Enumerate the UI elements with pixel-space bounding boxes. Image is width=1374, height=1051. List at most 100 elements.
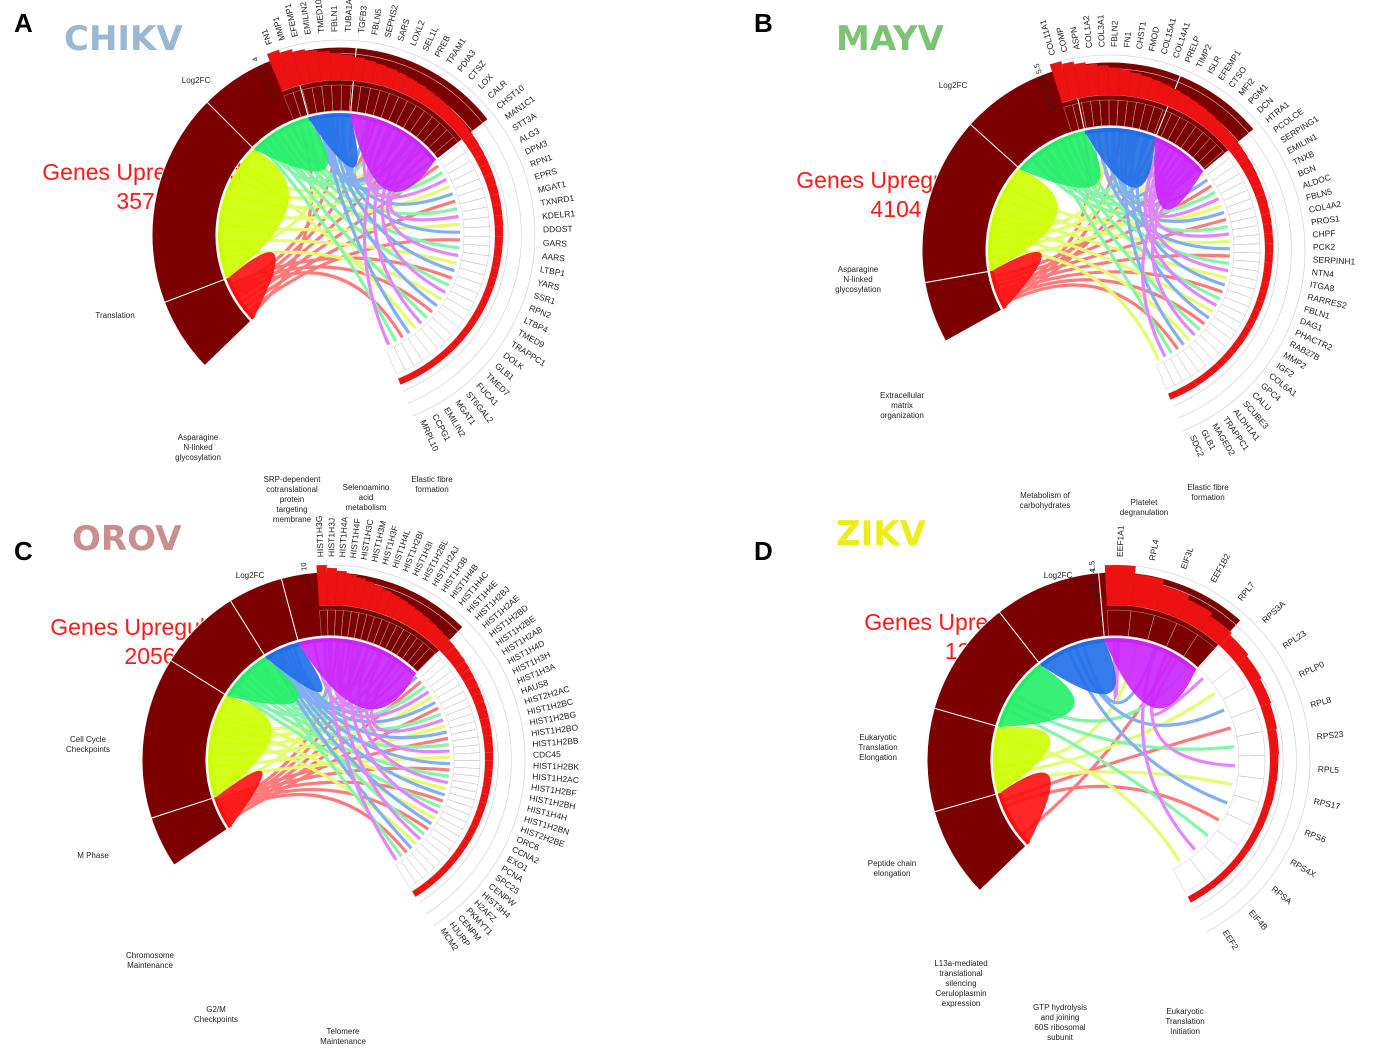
log2fc-bar	[305, 49, 322, 83]
log2fc-bar	[1187, 883, 1213, 903]
log2fc-bar	[463, 831, 474, 843]
pathway-segment	[924, 270, 1003, 342]
gene-segment	[445, 705, 473, 722]
log2fc-bar	[474, 809, 484, 820]
log2fc-bar	[484, 768, 493, 778]
log2fc-bar	[1168, 389, 1180, 400]
gene-segment	[1189, 845, 1224, 880]
log2fc-bar	[1074, 62, 1090, 98]
log2fc-bar	[317, 51, 332, 82]
log2fc-bar	[1267, 728, 1279, 756]
log2fc-tick: 1.3	[1089, 577, 1099, 588]
gene-label: RPS4X	[1289, 857, 1318, 880]
log2fc-bar	[316, 565, 328, 606]
log2fc-bar	[1252, 184, 1265, 197]
gene-segment	[1216, 813, 1251, 846]
gene-segment	[451, 169, 480, 189]
log2fc-bar	[464, 676, 478, 690]
gene-label: PCK2	[1313, 242, 1336, 252]
gene-segment	[1199, 329, 1226, 354]
log2fc-bar	[454, 845, 465, 857]
log2fc-bar	[1137, 75, 1152, 100]
gene-label: LTBP1	[539, 264, 566, 278]
gene-segment	[439, 811, 467, 830]
gene-label: NTN4	[1311, 267, 1334, 279]
pathway-label: Elastic fibre formation	[411, 475, 453, 494]
gene-segment	[462, 216, 490, 229]
log2fc-bar	[1248, 174, 1262, 189]
pathway-ribbon	[308, 114, 358, 168]
log2fc-bar	[1222, 349, 1235, 362]
log2fc-bar	[361, 59, 377, 84]
log2fc-bar	[1182, 98, 1200, 118]
pathway-ribbon-end	[993, 726, 1002, 794]
log2fc-track	[1104, 564, 1311, 933]
log2fc-bar	[481, 726, 492, 737]
log2fc-bar	[443, 859, 455, 870]
log2fc-bar	[484, 752, 494, 761]
panel-label: C	[14, 536, 33, 566]
gene-segment	[1188, 340, 1213, 366]
gene-label: SERPINH1	[1313, 254, 1356, 266]
gene-label: TXNRD1	[540, 193, 575, 208]
chord-hist1h2bn	[276, 651, 446, 797]
log2fc-bar	[416, 364, 429, 376]
chord-ccpg1	[259, 144, 398, 343]
log2fc-bar	[477, 709, 489, 720]
gene-segment	[426, 317, 453, 343]
log2fc-bar	[1253, 299, 1264, 312]
log2fc-bar	[1259, 281, 1270, 293]
gene-segment	[437, 304, 465, 328]
log2fc-track	[266, 39, 536, 417]
log2fc-bar	[1263, 779, 1277, 806]
gene-label: CDC45	[533, 749, 561, 760]
log2fc-bar	[471, 692, 485, 705]
pathway-ribbon	[298, 640, 415, 710]
pathway-ribbon	[350, 115, 435, 193]
pathway-ribbon	[209, 696, 272, 798]
pathway-ribbon	[1154, 138, 1202, 210]
pathway-ribbon	[991, 251, 1042, 309]
log2fc-bar	[420, 620, 437, 639]
gene-segment	[1212, 666, 1247, 700]
gene-segment	[1194, 334, 1220, 360]
gene-segment	[1233, 252, 1261, 263]
pathway-ribbon	[1085, 130, 1155, 188]
log2fc-bar	[1049, 61, 1072, 103]
log2fc-bar	[492, 204, 503, 217]
log2fc-bar	[449, 653, 466, 669]
log2fc-bar	[1262, 223, 1273, 235]
gene-label: FBLN2	[1109, 20, 1120, 47]
gene-segment	[454, 178, 483, 197]
pathway-label: Asparagine N-linked glycosylation	[175, 433, 221, 462]
pathway-ribbon	[266, 644, 323, 693]
gene-label: EMILIN2	[298, 1, 313, 35]
log2fc-bar	[494, 225, 504, 237]
log2fc-bar	[1249, 308, 1261, 321]
pathway-ribbon	[255, 119, 329, 172]
pathway-label: Translation	[95, 311, 134, 320]
gene-label: GARS	[543, 238, 568, 249]
log2fc-bar	[489, 266, 500, 279]
log2fc-bar	[458, 838, 470, 850]
log2fc-bar	[1268, 754, 1279, 781]
log2fc-bar	[1264, 243, 1274, 254]
log2fc-bar	[424, 358, 438, 371]
log2fc-bar	[400, 76, 418, 97]
log2fc-bar	[478, 295, 490, 308]
gene-label: FBLN5	[369, 8, 383, 36]
log2fc-bar	[448, 338, 461, 351]
log2fc-bar	[1200, 615, 1232, 646]
gene-segment	[1217, 303, 1246, 324]
log2fc-bar	[1176, 385, 1189, 396]
gene-label: EFEMP1	[283, 3, 300, 39]
log2fc-bar	[1155, 585, 1190, 619]
pathway-label: M Phase	[77, 851, 109, 860]
pathway-label: Eukaryotic Translation Initiation	[1165, 1007, 1204, 1036]
log2fc-bar	[455, 330, 468, 343]
log2fc-bar	[444, 646, 461, 662]
log2fc-bar	[474, 700, 487, 713]
log2fc-bar	[484, 760, 494, 770]
